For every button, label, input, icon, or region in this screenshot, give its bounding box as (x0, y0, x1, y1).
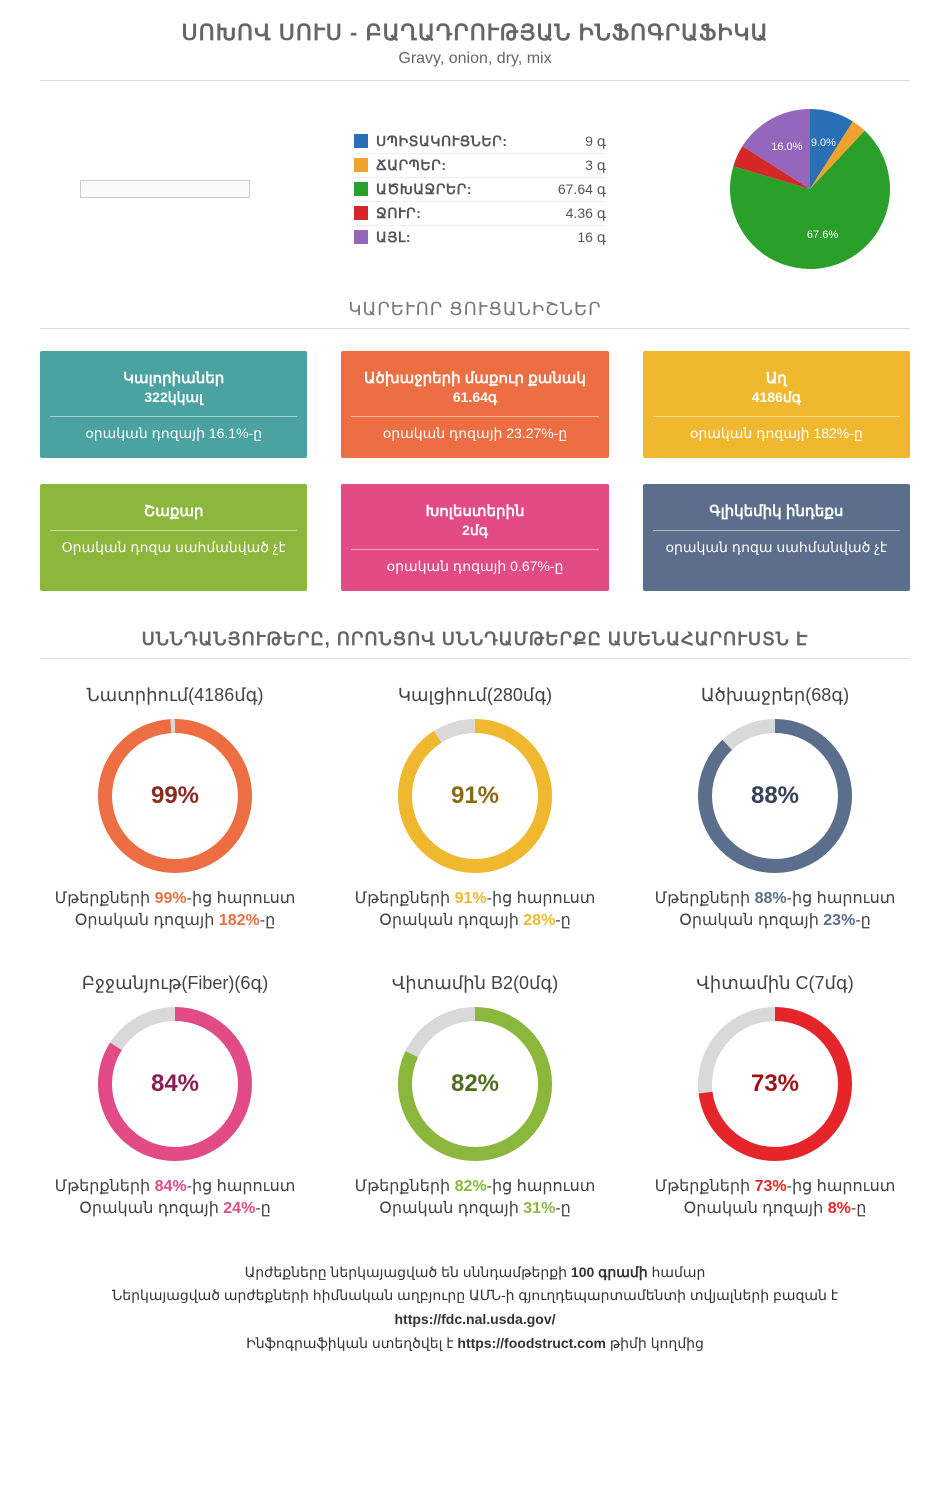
card-value: 322կկալ (50, 389, 297, 406)
nutrient-title: Բջջանյութ(Fiber)(6գ) (40, 973, 310, 994)
legend-swatch (354, 230, 368, 244)
svg-text:9.0%: 9.0% (811, 137, 836, 149)
nutrients-grid: Նատրիում(4186մգ) 99% Մթերքների 99%-ից հարո… (40, 685, 910, 1221)
macros-pie-chart: 9.0% 67.6% 16.0% (710, 99, 910, 279)
svg-text:16.0%: 16.0% (771, 141, 802, 153)
card-title: Ածխաջրերի մաքուր քանակ (351, 369, 598, 387)
legend-name: ՍՊԻՏԱԿՈՒՑՆԵՐ: (376, 133, 536, 150)
indicator-cards: Կալորիաներ 322կկալ օրական դոզայի 16.1%-ը Ած… (40, 351, 910, 591)
donut-chart: 84% (95, 1004, 255, 1164)
legend-name: ՋՈՒՐ: (376, 205, 536, 222)
page-subtitle: Gravy, onion, dry, mix (40, 50, 910, 68)
footer-link: https://foodstruct.com (457, 1335, 606, 1351)
nutrient-desc: Մթերքների 82%-ից հարուստՕրական դոզայի 31… (340, 1176, 610, 1221)
nutrient-desc: Մթերքների 91%-ից հարուստՕրական դոզայի 28… (340, 888, 610, 933)
legend-value: 4.36 գ (536, 205, 606, 222)
footer-text: Ինֆոգրաֆիկան ստեղծվել է (246, 1335, 457, 1351)
legend-swatch (354, 158, 368, 172)
indicator-card: Կալորիաներ 322կկալ օրական դոզայի 16.1%-ը (40, 351, 307, 458)
nutrient-item: Վիտամին C(7մգ) 73% Մթերքների 73%-ից հարուս… (640, 973, 910, 1221)
divider (40, 80, 910, 81)
donut-chart: 82% (395, 1004, 555, 1164)
nutrient-item: Կալցիում(280մգ) 91% Մթերքների 91%-ից հարու… (340, 685, 610, 933)
donut-value: 91% (395, 716, 555, 876)
macros-row: ՍՊԻՏԱԿՈՒՑՆԵՐ:9 գՃԱՐՊԵՐ:3 գԱԾԽԱՋՐԵՐ:67.64… (40, 99, 910, 279)
nutrient-title: Ածխաջրեր(68գ) (640, 685, 910, 706)
indicator-card: Ածխաջրերի մաքուր քանակ 61.64գ օրական դոզայ… (341, 351, 608, 458)
legend-row: ԱՅԼ:16 գ (354, 226, 606, 249)
footer-text: համար (648, 1264, 706, 1280)
indicator-card: Աղ 4186մգ օրական դոզայի 182%-ը (643, 351, 910, 458)
card-sub: օրական դոզայի 0.67%-ը (351, 558, 598, 575)
card-sub: օրական դոզայի 16.1%-ը (50, 425, 297, 442)
card-sub: օրական դոզա սահմանված չէ (653, 539, 900, 556)
donut-value: 73% (695, 1004, 855, 1164)
nutrient-desc: Մթերքների 88%-ից հարուստՕրական դոզայի 23… (640, 888, 910, 933)
donut-chart: 73% (695, 1004, 855, 1164)
legend-name: ԱՅԼ: (376, 229, 536, 246)
card-sub: Օրական դոզա սահմանված չէ (50, 539, 297, 556)
svg-text:67.6%: 67.6% (807, 229, 838, 241)
divider (40, 328, 910, 329)
legend-row: ՃԱՐՊԵՐ:3 գ (354, 154, 606, 178)
footer-text: Ներկայացված արժեքների հիմնական աղբյուրը … (40, 1284, 910, 1308)
legend-value: 3 գ (536, 157, 606, 174)
card-value: 2մգ (351, 522, 598, 539)
card-title: Խոլեստերին (351, 502, 598, 520)
nutrient-desc: Մթերքների 73%-ից հարուստՕրական դոզայի 8%… (640, 1176, 910, 1221)
card-title: Գլիկեմիկ ինդեքս (653, 502, 900, 520)
donut-value: 99% (95, 716, 255, 876)
nutrient-item: Բջջանյութ(Fiber)(6գ) 84% Մթերքների 84%-ից … (40, 973, 310, 1221)
legend-name: ԱԾԽԱՋՐԵՐ: (376, 181, 536, 198)
card-value: 4186մգ (653, 389, 900, 406)
nutrient-item: Վիտամին B2(0մգ) 82% Մթերքների 82%-ից հարու… (340, 973, 610, 1221)
legend-value: 16 գ (536, 229, 606, 246)
nutrient-item: Նատրիում(4186մգ) 99% Մթերքների 99%-ից հարո… (40, 685, 310, 933)
image-placeholder (80, 180, 250, 198)
footer-text: 100 գրամի (571, 1264, 648, 1280)
nutrient-title: Կալցիում(280մգ) (340, 685, 610, 706)
donut-chart: 99% (95, 716, 255, 876)
legend-row: ՍՊԻՏԱԿՈՒՑՆԵՐ:9 գ (354, 130, 606, 154)
donut-value: 88% (695, 716, 855, 876)
donut-value: 84% (95, 1004, 255, 1164)
donut-chart: 91% (395, 716, 555, 876)
legend-swatch (354, 182, 368, 196)
card-title: Շաքար (50, 502, 297, 520)
nutrient-desc: Մթերքների 99%-ից հարուստՕրական դոզայի 18… (40, 888, 310, 933)
footer-link: https://fdc.nal.usda.gov/ (40, 1308, 910, 1332)
indicator-card: Խոլեստերին 2մգ օրական դոզայի 0.67%-ը (341, 484, 608, 591)
card-title: Կալորիաներ (50, 369, 297, 387)
footer-text: Արժեքները ներկայացված են սննդամթերքի (245, 1264, 571, 1280)
legend-swatch (354, 134, 368, 148)
nutrients-title: ՍՆՆԴԱՆՅՈՒԹԵՐԸ, ՈՐՈՆՑՈՎ ՍՆՆԴԱՄԹԵՐՔԸ ԱՄԵՆԱ… (40, 629, 910, 650)
legend-swatch (354, 206, 368, 220)
nutrient-item: Ածխաջրեր(68գ) 88% Մթերքների 88%-ից հարուստ… (640, 685, 910, 933)
donut-value: 82% (395, 1004, 555, 1164)
nutrient-desc: Մթերքների 84%-ից հարուստՕրական դոզայի 24… (40, 1176, 310, 1221)
nutrient-title: Նատրիում(4186մգ) (40, 685, 310, 706)
legend-name: ՃԱՐՊԵՐ: (376, 157, 536, 174)
card-title: Աղ (653, 369, 900, 387)
donut-chart: 88% (695, 716, 855, 876)
nutrient-title: Վիտամին B2(0մգ) (340, 973, 610, 994)
legend-value: 67.64 գ (536, 181, 606, 198)
legend-value: 9 գ (536, 133, 606, 150)
indicator-card: Շաքար Օրական դոզա սահմանված չէ (40, 484, 307, 591)
macros-legend: ՍՊԻՏԱԿՈՒՑՆԵՐ:9 գՃԱՐՊԵՐ:3 գԱԾԽԱՋՐԵՐ:67.64… (354, 130, 606, 249)
card-value: 61.64գ (351, 389, 598, 406)
card-sub: օրական դոզայի 23.27%-ը (351, 425, 598, 442)
card-sub: օրական դոզայի 182%-ը (653, 425, 900, 442)
indicators-title: ԿԱՐԵՒՈՐ ՑՈՒՑԱՆԻՇՆԵՐ (40, 299, 910, 320)
indicator-card: Գլիկեմիկ ինդեքս օրական դոզա սահմանված չէ (643, 484, 910, 591)
footer: Արժեքները ներկայացված են սննդամթերքի 100… (40, 1261, 910, 1356)
legend-row: ԱԾԽԱՋՐԵՐ:67.64 գ (354, 178, 606, 202)
page-title: ՍՈԽՈՎ ՍՈՒՍ - ԲԱՂԱԴՐՈՒԹՅԱՆ ԻՆՖՈԳՐԱՖԻԿԱ (40, 20, 910, 46)
divider (40, 658, 910, 659)
legend-row: ՋՈՒՐ:4.36 գ (354, 202, 606, 226)
nutrient-title: Վիտամին C(7մգ) (640, 973, 910, 994)
footer-text: թիմի կողմից (606, 1335, 704, 1351)
